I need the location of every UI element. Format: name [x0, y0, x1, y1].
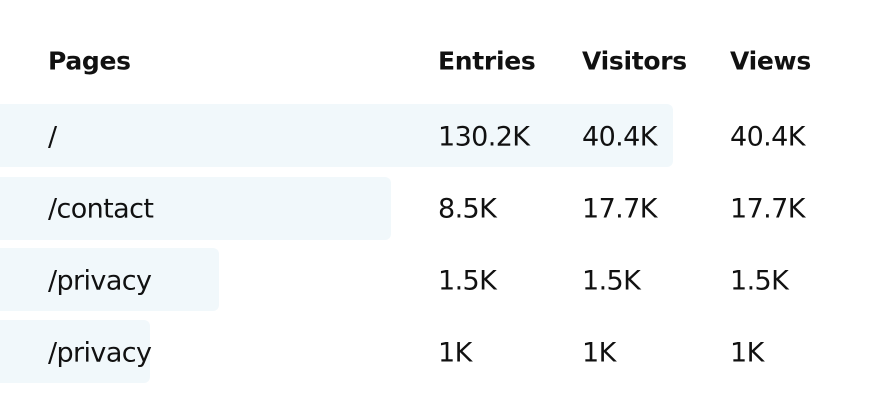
- cell-value: 1K: [438, 337, 472, 369]
- page-path: /privacy: [48, 337, 152, 369]
- row-bar: [0, 248, 219, 311]
- cell-value: 40.4K: [582, 121, 657, 153]
- column-header: Entries: [438, 46, 536, 76]
- row-bar: [0, 320, 150, 383]
- page-path: /contact: [48, 193, 154, 225]
- cell-value: 17.7K: [582, 193, 657, 225]
- row-bar: [0, 104, 673, 167]
- cell-value: 17.7K: [730, 193, 805, 225]
- cell-value: 1.5K: [582, 265, 641, 297]
- column-header: Views: [730, 46, 811, 76]
- column-header: Pages: [48, 46, 131, 76]
- page-path: /privacy: [48, 265, 152, 297]
- cell-value: 40.4K: [730, 121, 805, 153]
- cell-value: 1K: [730, 337, 764, 369]
- cell-value: 1K: [582, 337, 616, 369]
- page-path: /: [48, 121, 57, 153]
- cell-value: 130.2K: [438, 121, 530, 153]
- cell-value: 1.5K: [438, 265, 497, 297]
- row-bar: [0, 177, 391, 240]
- column-header: Visitors: [582, 46, 687, 76]
- cell-value: 1.5K: [730, 265, 789, 297]
- cell-value: 8.5K: [438, 193, 497, 225]
